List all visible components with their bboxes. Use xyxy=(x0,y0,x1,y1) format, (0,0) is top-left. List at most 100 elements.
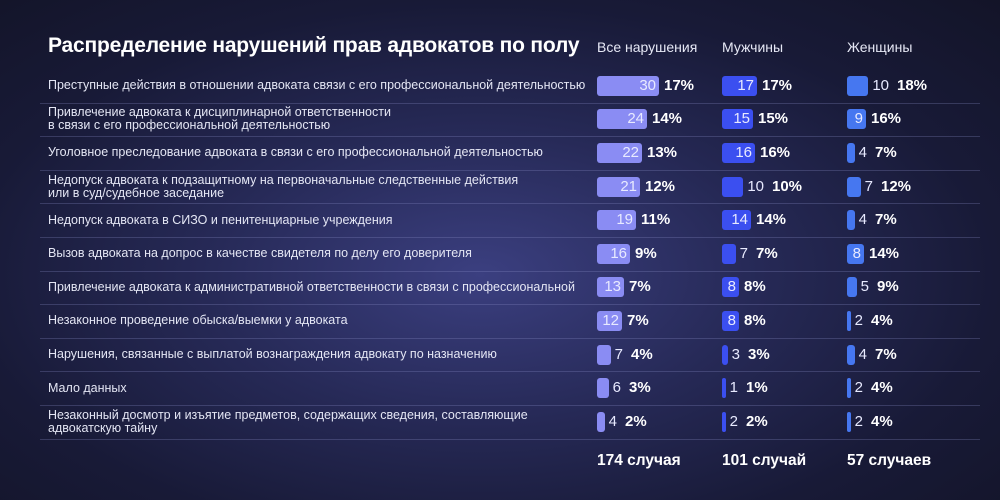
category-label: Мало данных xyxy=(48,372,593,404)
row-divider xyxy=(40,237,980,238)
column-header: Все нарушения xyxy=(597,39,698,55)
data-bar xyxy=(597,344,611,365)
column-header: Женщины xyxy=(847,39,913,55)
bar-value-label: 2 xyxy=(854,379,863,397)
data-bar xyxy=(597,411,605,432)
data-bar xyxy=(597,75,659,96)
category-label-text: Недопуск адвоката в СИЗО и пенитенциарны… xyxy=(48,212,393,227)
bar-percent-label: 9% xyxy=(877,278,899,296)
category-label-text: Мало данных xyxy=(48,380,127,395)
category-label-text: Преступные действия в отношении адвоката… xyxy=(48,79,585,92)
bar-value-label: 4 xyxy=(858,144,867,161)
bar-percent-label: 4% xyxy=(871,412,893,430)
data-bar xyxy=(722,243,736,264)
category-label-line: Привлечение адвоката к дисциплинарной от… xyxy=(48,105,391,120)
bar-percent-label: 7% xyxy=(875,144,897,161)
data-bar xyxy=(722,411,726,432)
bar-value-label: 14 xyxy=(731,211,748,229)
category-label-text: Незаконное проведение обыска/выемки у ад… xyxy=(48,314,348,327)
category-label-line: Уголовное преследование адвоката в связи… xyxy=(48,145,543,160)
category-label: Привлечение адвоката к дисциплинарной от… xyxy=(48,104,593,136)
bar-value-label: 24 xyxy=(627,110,644,128)
series-total: 57 случаев xyxy=(847,452,932,469)
category-label: Привлечение адвоката к административной … xyxy=(48,272,593,304)
series-total: 174 случая xyxy=(597,452,681,469)
data-bar xyxy=(847,344,855,365)
data-bar xyxy=(722,75,757,96)
bar-value-label: 21 xyxy=(620,177,637,195)
category-label-text: Уголовное преследование адвоката в связи… xyxy=(48,146,543,159)
data-bar xyxy=(722,344,728,365)
row-divider xyxy=(40,203,980,205)
data-bar xyxy=(847,75,868,96)
bar-percent-label: 3% xyxy=(629,379,651,397)
bar-percent-label: 4% xyxy=(871,312,893,329)
bar-percent-label: 4% xyxy=(871,379,893,397)
category-label-line: или в суд/судебное заседание xyxy=(48,185,225,200)
data-bar xyxy=(722,378,726,399)
row-divider xyxy=(40,270,980,272)
bar-value-label: 9 xyxy=(854,110,863,128)
data-bar xyxy=(722,210,751,231)
data-bar xyxy=(847,143,855,163)
bar-percent-label: 14% xyxy=(756,211,787,229)
row-divider xyxy=(40,169,980,171)
chart-title: Распределение нарушений прав адвокатов п… xyxy=(48,34,580,57)
bar-value-label: 6 xyxy=(612,379,621,397)
bar-value-label: 30 xyxy=(639,76,656,94)
row-divider xyxy=(40,438,980,440)
category-label-line: Привлечение адвоката к административной … xyxy=(48,279,575,294)
bar-percent-label: 4% xyxy=(631,345,653,363)
bar-value-label: 8 xyxy=(727,312,736,329)
category-label-line: Незаконный досмотр и изъятие предметов, … xyxy=(48,407,528,422)
bar-percent-label: 7% xyxy=(629,278,651,296)
bar-value-label: 8 xyxy=(852,244,861,262)
category-label: Вызов адвоката на допрос в качестве свид… xyxy=(48,238,593,270)
data-bar xyxy=(847,109,866,130)
category-label-line: Недопуск адвоката в СИЗО и пенитенциарны… xyxy=(48,212,393,227)
bar-percent-label: 14% xyxy=(652,110,683,128)
bar-percent-label: 12% xyxy=(881,177,912,195)
bar-value-label: 10 xyxy=(872,76,889,94)
category-label-text: Вызов адвоката на допрос в качестве свид… xyxy=(48,247,472,260)
bar-percent-label: 16% xyxy=(871,110,902,128)
data-bar xyxy=(597,243,630,264)
data-bar xyxy=(597,378,609,399)
bar-percent-label: 7% xyxy=(875,211,897,229)
bar-value-label: 7 xyxy=(614,345,623,363)
category-label: Недопуск адвоката к подзащитному на перв… xyxy=(48,171,593,203)
category-label-line: Недопуск адвоката к подзащитному на перв… xyxy=(48,172,519,187)
row-divider xyxy=(40,102,980,104)
data-bar xyxy=(847,243,864,264)
bar-percent-label: 2% xyxy=(746,412,768,430)
data-bar xyxy=(847,411,851,432)
bar-value-label: 12 xyxy=(602,312,619,329)
bar-percent-label: 10% xyxy=(772,177,803,195)
data-bar xyxy=(597,143,642,163)
category-label: Незаконный досмотр и изъятие предметов, … xyxy=(48,406,593,438)
category-label-text: Незаконный досмотр и изъятие предметов, … xyxy=(48,407,528,435)
category-label-line: Мало данных xyxy=(48,380,127,395)
category-label: Незаконное проведение обыска/выемки у ад… xyxy=(48,305,593,337)
data-bar xyxy=(847,277,857,298)
data-bar xyxy=(722,176,743,197)
bar-value-label: 19 xyxy=(616,211,633,229)
row-divider xyxy=(40,304,980,306)
category-label-line: Нарушения, связанные с выплатой вознагра… xyxy=(48,347,497,362)
bar-percent-label: 7% xyxy=(627,312,649,329)
data-bar xyxy=(722,109,753,130)
row-divider xyxy=(40,371,980,373)
bar-percent-label: 7% xyxy=(875,345,897,363)
bar-percent-label: 16% xyxy=(760,144,791,161)
data-bar xyxy=(847,210,855,231)
row-divider xyxy=(40,136,980,138)
column-header: Мужчины xyxy=(722,39,784,55)
bar-value-label: 10 xyxy=(747,177,764,195)
bar-percent-label: 8% xyxy=(744,278,766,296)
category-label: Недопуск адвоката в СИЗО и пенитенциарны… xyxy=(48,204,593,236)
bar-percent-label: 8% xyxy=(744,312,766,329)
bar-value-label: 13 xyxy=(604,278,621,296)
bar-percent-label: 1% xyxy=(746,379,768,397)
row-divider xyxy=(40,405,980,406)
bar-value-label: 5 xyxy=(860,278,869,296)
